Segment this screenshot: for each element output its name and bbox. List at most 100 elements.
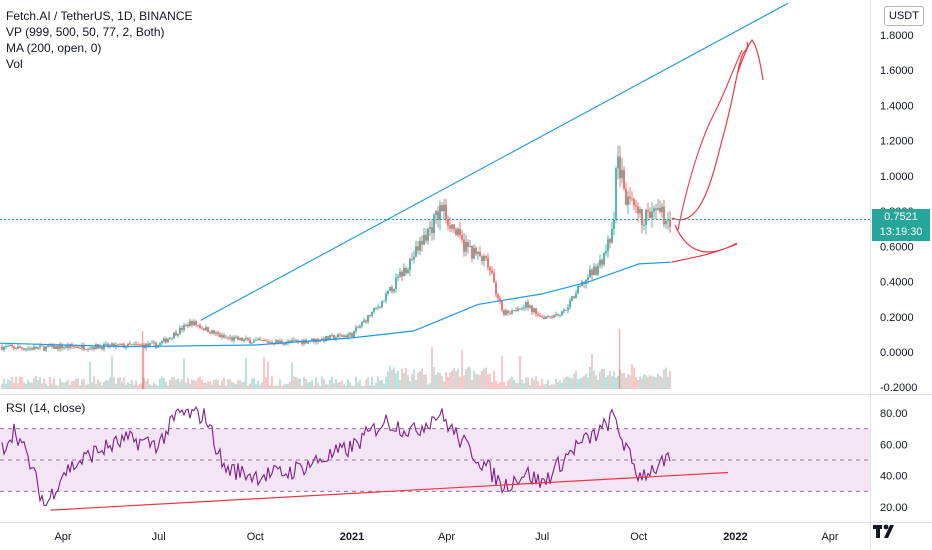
- candle-body[interactable]: [547, 316, 549, 318]
- candle-body[interactable]: [281, 340, 283, 344]
- candle-body[interactable]: [159, 343, 161, 346]
- candle-body[interactable]: [99, 346, 101, 349]
- candle-body[interactable]: [289, 340, 291, 342]
- candle-body[interactable]: [213, 330, 215, 334]
- candle-body[interactable]: [301, 340, 303, 344]
- candle-body[interactable]: [203, 328, 205, 331]
- candle-body[interactable]: [339, 334, 341, 336]
- candle-body[interactable]: [437, 211, 439, 221]
- candle-body[interactable]: [149, 343, 151, 346]
- candle-body[interactable]: [519, 308, 521, 310]
- candle-body[interactable]: [135, 343, 137, 345]
- candle-body[interactable]: [297, 340, 299, 342]
- candle-body[interactable]: [633, 198, 635, 206]
- candle-body[interactable]: [59, 344, 61, 350]
- candle-body[interactable]: [375, 307, 377, 309]
- candle-body[interactable]: [471, 246, 473, 259]
- candle-body[interactable]: [425, 235, 427, 241]
- candle-body[interactable]: [669, 219, 671, 228]
- candle-body[interactable]: [435, 211, 437, 215]
- candle-body[interactable]: [631, 198, 633, 200]
- candle-body[interactable]: [253, 340, 255, 343]
- candle-body[interactable]: [187, 324, 189, 327]
- candle-body[interactable]: [249, 339, 251, 344]
- candle-body[interactable]: [463, 239, 465, 252]
- candle-body[interactable]: [667, 219, 669, 221]
- candle-body[interactable]: [5, 346, 7, 347]
- candle-body[interactable]: [95, 344, 97, 350]
- candle-body[interactable]: [523, 307, 525, 309]
- candle-body[interactable]: [443, 204, 445, 212]
- candle-body[interactable]: [107, 343, 109, 347]
- candle-body[interactable]: [531, 305, 533, 312]
- candle-body[interactable]: [497, 294, 499, 299]
- rsi-support-drawing[interactable]: [50, 471, 729, 511]
- candle-body[interactable]: [33, 346, 35, 350]
- candle-body[interactable]: [615, 168, 617, 220]
- candle-body[interactable]: [329, 335, 331, 340]
- candle-body[interactable]: [229, 337, 231, 339]
- candle-body[interactable]: [529, 305, 531, 308]
- candle-body[interactable]: [417, 246, 419, 251]
- candle-body[interactable]: [251, 342, 253, 344]
- candle-body[interactable]: [623, 169, 625, 189]
- candle-body[interactable]: [241, 337, 243, 341]
- candle-body[interactable]: [393, 289, 395, 292]
- candle-body[interactable]: [663, 206, 665, 225]
- candle-body[interactable]: [403, 268, 405, 277]
- candle-body[interactable]: [155, 342, 157, 348]
- candle-body[interactable]: [325, 336, 327, 342]
- candle-body[interactable]: [43, 346, 45, 351]
- candle-body[interactable]: [511, 310, 513, 314]
- candle-body[interactable]: [293, 339, 295, 341]
- candle-body[interactable]: [449, 225, 451, 229]
- candle-body[interactable]: [409, 259, 411, 270]
- candle-body[interactable]: [477, 251, 479, 254]
- candle-body[interactable]: [7, 346, 9, 347]
- candle-body[interactable]: [151, 342, 153, 344]
- candle-body[interactable]: [635, 205, 637, 207]
- candle-body[interactable]: [85, 349, 87, 351]
- candle-body[interactable]: [415, 246, 417, 257]
- candle-body[interactable]: [651, 211, 653, 219]
- candle-body[interactable]: [13, 346, 15, 349]
- candle-body[interactable]: [131, 344, 133, 346]
- candle-body[interactable]: [467, 241, 469, 247]
- candle-body[interactable]: [245, 338, 247, 340]
- candle-body[interactable]: [259, 338, 261, 341]
- candle-body[interactable]: [233, 337, 235, 341]
- candle-body[interactable]: [627, 196, 629, 205]
- candle-body[interactable]: [423, 235, 425, 245]
- candle-body[interactable]: [169, 337, 171, 340]
- candle-body[interactable]: [605, 251, 607, 254]
- candle-body[interactable]: [207, 327, 209, 333]
- candle-body[interactable]: [133, 343, 135, 345]
- candle-body[interactable]: [51, 344, 53, 347]
- candle-body[interactable]: [225, 337, 227, 339]
- candle-body[interactable]: [441, 205, 443, 212]
- candle-body[interactable]: [601, 259, 603, 265]
- candle-body[interactable]: [103, 344, 105, 350]
- candle-body[interactable]: [359, 325, 361, 328]
- candle-body[interactable]: [493, 273, 495, 283]
- candle-body[interactable]: [495, 282, 497, 295]
- candle-body[interactable]: [551, 316, 553, 318]
- candle-body[interactable]: [123, 343, 125, 348]
- legend-symbol[interactable]: Fetch.AI / TetherUS, 1D, BINANCE: [6, 9, 193, 23]
- candle-body[interactable]: [175, 332, 177, 336]
- candle-body[interactable]: [573, 296, 575, 298]
- candle-body[interactable]: [431, 227, 433, 233]
- candle-body[interactable]: [101, 346, 103, 350]
- currency-button[interactable]: USDT: [884, 6, 924, 26]
- candle-body[interactable]: [505, 310, 507, 315]
- candle-body[interactable]: [569, 300, 571, 308]
- candle-body[interactable]: [363, 320, 365, 323]
- candle-body[interactable]: [421, 240, 423, 245]
- candle-body[interactable]: [195, 321, 197, 326]
- candle-body[interactable]: [355, 327, 357, 332]
- candle-body[interactable]: [659, 207, 661, 213]
- candle-body[interactable]: [311, 338, 313, 342]
- projection-drawing-curve[interactable]: [677, 49, 743, 231]
- candle-body[interactable]: [379, 306, 381, 308]
